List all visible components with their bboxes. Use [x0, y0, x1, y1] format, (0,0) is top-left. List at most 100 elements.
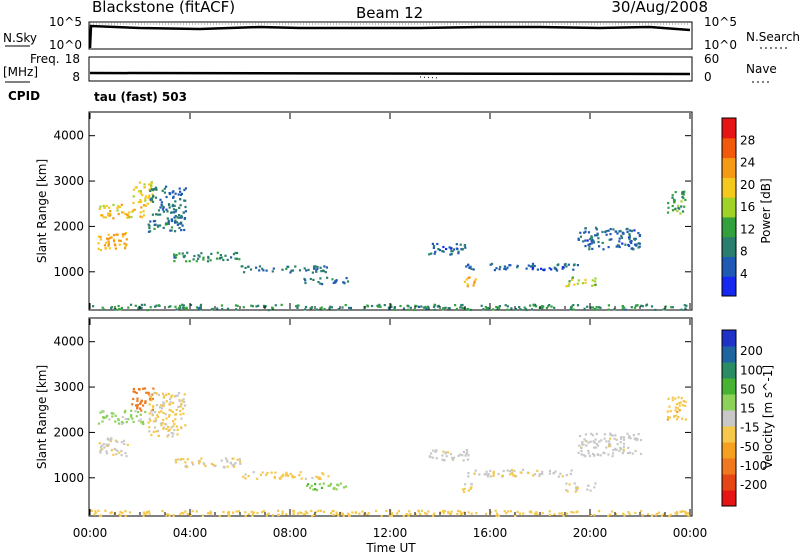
velocity-echo-cell: [580, 446, 583, 449]
power-echo-cell: [433, 252, 436, 255]
velocity-echo-cell: [162, 418, 165, 422]
power-echo-cell: [99, 238, 102, 241]
power-echo-cell: [628, 235, 631, 238]
y-tick-label: 4000: [53, 129, 84, 143]
power-echo-cell: [99, 205, 102, 208]
velocity-colorbar-tick: -200: [740, 478, 767, 492]
velocity-echo-cell: [124, 417, 127, 421]
velocity-echo-cell: [114, 420, 117, 423]
power-echo-cell: [148, 183, 151, 186]
velocity-echo-cell: [666, 410, 669, 413]
power-echo-cell: [591, 279, 594, 282]
velocity-echo-cell: [148, 412, 151, 415]
power-echo-cell: [495, 305, 498, 309]
colorbar-frame: [721, 329, 737, 507]
power-echo-cell: [167, 220, 170, 223]
velocity-echo-cell: [277, 513, 280, 517]
velocity-echo-cell: [473, 472, 476, 475]
velocity-echo-cell: [137, 388, 141, 391]
power-echo-cell: [105, 204, 108, 207]
power-echo-cell: [171, 203, 174, 207]
velocity-echo-cell: [674, 397, 677, 400]
power-echo-cell: [465, 265, 468, 268]
power-echo-cell: [444, 306, 447, 309]
power-echo-cell: [179, 190, 182, 193]
power-echo-cell: [104, 247, 107, 250]
velocity-echo-cell: [554, 470, 557, 473]
velocity-echo-cell: [136, 397, 139, 400]
velocity-echo-cell: [286, 474, 289, 477]
velocity-echo-cell: [492, 472, 495, 475]
velocity-echo-cell: [641, 514, 644, 517]
velocity-echo-cell: [570, 510, 573, 514]
velocity-echo-cell: [99, 411, 102, 414]
velocity-echo-cell: [516, 510, 519, 513]
velocity-echo-cell: [123, 442, 126, 446]
velocity-echo-cell: [466, 458, 470, 461]
velocity-echo-cell: [147, 391, 150, 394]
velocity-echo-cell: [142, 387, 145, 390]
velocity-echo-cell: [674, 512, 677, 515]
power-echo-cell: [527, 264, 530, 267]
velocity-echo-cell: [558, 512, 561, 515]
power-echo-cell: [461, 306, 464, 309]
power-echo-cell: [172, 190, 175, 193]
velocity-echo-cell: [120, 422, 123, 425]
velocity-echo-cell: [622, 436, 625, 439]
velocity-echo-cell: [492, 470, 495, 473]
velocity-echo-cell: [293, 475, 296, 479]
power-echo-cell: [590, 242, 593, 245]
power-echo-cell: [154, 196, 158, 199]
velocity-echo-cell: [593, 486, 596, 489]
power-echo-cell: [567, 284, 570, 287]
power-echo-cell: [151, 213, 154, 216]
power-echo-cell: [103, 244, 106, 247]
velocity-echo-cell: [94, 510, 97, 513]
power-echo-cell: [216, 251, 219, 254]
velocity-echo-cell: [187, 513, 190, 516]
velocity-echo-cell: [332, 487, 335, 490]
power-echo-cell: [159, 206, 162, 209]
power-echo-cell: [499, 265, 502, 268]
velocity-echo-cell: [667, 415, 670, 419]
velocity-echo-cell: [464, 454, 467, 457]
power-echo-cell: [189, 303, 193, 307]
velocity-echo-cell: [464, 483, 467, 486]
velocity-echo-cell: [442, 512, 445, 515]
power-echo-cell: [173, 216, 176, 219]
power-echo-cell: [344, 304, 347, 307]
power-echo-cell: [607, 229, 610, 232]
power-echo-cell: [576, 304, 580, 307]
power-echo-cell: [179, 304, 182, 307]
power-echo-cell: [579, 235, 583, 238]
velocity-echo-cell: [277, 509, 280, 512]
power-echo-cell: [621, 307, 624, 310]
power-echo-cell: [607, 304, 610, 307]
velocity-echo-cell: [570, 469, 573, 472]
velocity-echo-cell: [388, 514, 391, 517]
power-echo-cell: [519, 308, 522, 311]
velocity-echo-cell: [620, 436, 623, 439]
colorbar-swatch: [722, 137, 736, 159]
velocity-echo-cell: [170, 426, 173, 429]
velocity-echo-cell: [156, 404, 159, 407]
velocity-echo-cell: [151, 409, 154, 412]
velocity-echo-cell: [183, 393, 186, 396]
power-echo-cell: [127, 306, 130, 309]
velocity-echo-cell: [591, 452, 594, 455]
velocity-echo-cell: [603, 433, 606, 436]
power-echo-cell: [685, 304, 688, 307]
power-colorbar-tick: 16: [740, 200, 755, 214]
velocity-echo-cell: [669, 410, 672, 413]
power-echo-cell: [296, 306, 299, 309]
velocity-echo-cell: [616, 443, 619, 446]
power-echo-cell: [170, 229, 173, 232]
power-echo-cell: [406, 308, 410, 311]
power-echo-cell: [244, 266, 247, 269]
velocity-echo-cell: [224, 457, 228, 460]
power-echo-cell: [183, 228, 186, 232]
velocity-echo-cell: [619, 441, 622, 444]
velocity-echo-cell: [336, 483, 339, 486]
power-echo-cell: [450, 250, 453, 253]
velocity-echo-cell: [110, 437, 113, 440]
